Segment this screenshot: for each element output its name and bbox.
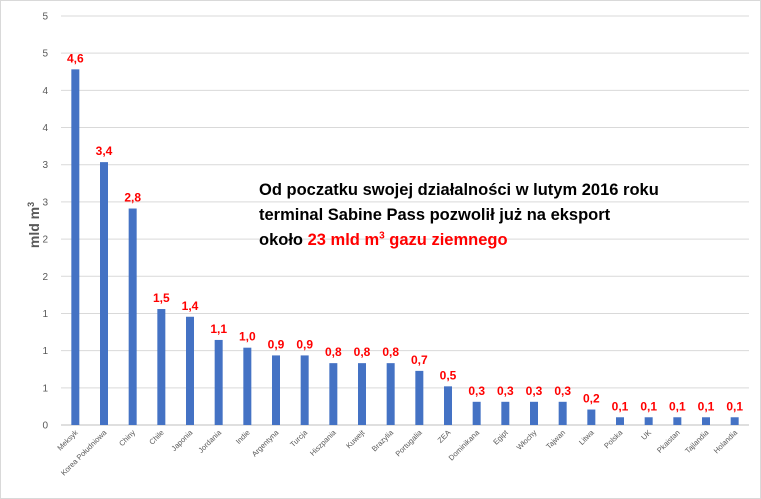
y-tick-label: 1 [42,309,48,320]
category-label: Kuwejt [344,427,367,450]
data-label: 0,5 [440,368,457,382]
y-tick-label: 3 [42,197,48,208]
bar [673,417,682,425]
bar [702,417,710,425]
y-tick-label: 4 [42,86,48,97]
bars [71,69,739,425]
category-label: Dominikana [447,427,482,462]
bar [100,162,108,425]
bar [71,69,80,425]
data-label: 1,4 [182,299,199,313]
data-label: 4,6 [67,51,84,65]
y-axis-label-superscript: 3 [26,202,36,207]
data-label: 0,1 [612,399,629,413]
data-label: 0,1 [640,399,657,413]
bar [501,401,510,425]
category-label: Egipt [491,427,510,446]
bar [587,409,596,425]
data-label: 0,1 [669,399,686,413]
data-label: 0,3 [497,384,514,398]
bar [730,417,739,425]
bar [157,309,166,425]
category-label: Turcja [288,427,309,448]
bar [358,363,366,425]
bar [530,401,538,425]
data-label: 0,1 [726,399,743,413]
bar [415,370,424,425]
data-label: 1,0 [239,330,256,344]
bar [644,417,653,425]
data-labels: 4,6 3,4 2,8 1,5 1,4 1,1 1,0 0,9 0,9 0,8 0,8 0,8 0,7 0… [67,51,743,413]
category-label: Holandia [712,427,740,455]
data-label: 1,1 [210,322,227,336]
y-tick-label: 2 [42,235,48,246]
bar [214,339,223,425]
category-label: Indie [234,428,252,446]
annotation-line-2: terminal Sabine Pass pozwolił już na eks… [259,206,611,224]
category-label: Włochy [515,428,539,452]
category-label: Brazylia [370,427,396,453]
data-label: 0,8 [325,345,342,359]
bar [444,386,452,425]
category-label: Tajlandia [683,427,711,455]
data-label: 0,3 [468,384,485,398]
category-label: Jordania [196,427,223,454]
annotation-highlight: 23 mld m3 gazu ziemnego [307,230,508,249]
annotation-superscript: 3 [379,230,385,242]
y-tick-label: 0 [42,421,48,432]
data-label: 1,5 [153,291,170,305]
y-tick-label: 4 [42,123,48,134]
bar [616,417,624,425]
bar [558,401,567,425]
bar [186,316,194,425]
data-label: 0,3 [554,384,571,398]
y-tick-label: 5 [42,49,48,60]
bar [300,355,309,425]
category-label: Chile [147,428,165,446]
bar [386,363,395,425]
data-label: 0,8 [354,345,371,359]
bar [128,208,137,425]
gridlines [61,15,749,426]
category-label: UK [639,428,653,442]
bar [472,401,481,425]
category-label: Hiszpania [308,427,338,457]
data-label: 2,8 [124,191,141,205]
category-label: Japonia [169,427,195,453]
bar [329,363,338,425]
data-label: 0,3 [526,384,543,398]
data-label: 3,4 [96,144,113,158]
category-label: ZEA [436,428,453,445]
annotation-line-1: Od poczatku swojej działalności w lutym … [259,181,659,199]
y-tick-label: 3 [42,160,48,171]
bar [243,347,252,425]
y-tick-label: 2 [42,272,48,283]
category-label: Argentyna [250,427,281,458]
category-label: Pkaistan [655,428,682,455]
y-axis-label: mld m3 [26,202,42,248]
data-label: 0,1 [698,399,715,413]
data-label: 0,2 [583,392,600,406]
category-label: Portugalia [393,427,424,458]
annotation-text: Od poczatku swojej działalności w lutym … [259,178,739,253]
data-label: 0,8 [382,345,399,359]
annotation-line-3-prefix: około [259,231,308,249]
y-tick-label: 1 [42,346,48,357]
data-label: 0,7 [411,353,428,367]
category-label: Litwa [577,427,596,446]
annotation-line-3: około 23 mld m3 gazu ziemnego [259,228,739,253]
category-label: Meksyk [55,428,80,453]
category-label: Polska [602,427,625,450]
y-axis-ticks: 0 1 1 1 2 2 3 3 4 4 5 5 [42,12,48,432]
category-label: Tajwan [544,428,567,451]
category-label: Chiny [117,428,137,448]
y-tick-label: 1 [42,383,48,394]
bar [272,355,280,425]
data-label: 0,9 [268,337,285,351]
y-tick-label: 5 [42,12,48,23]
data-label: 0,9 [296,337,313,351]
